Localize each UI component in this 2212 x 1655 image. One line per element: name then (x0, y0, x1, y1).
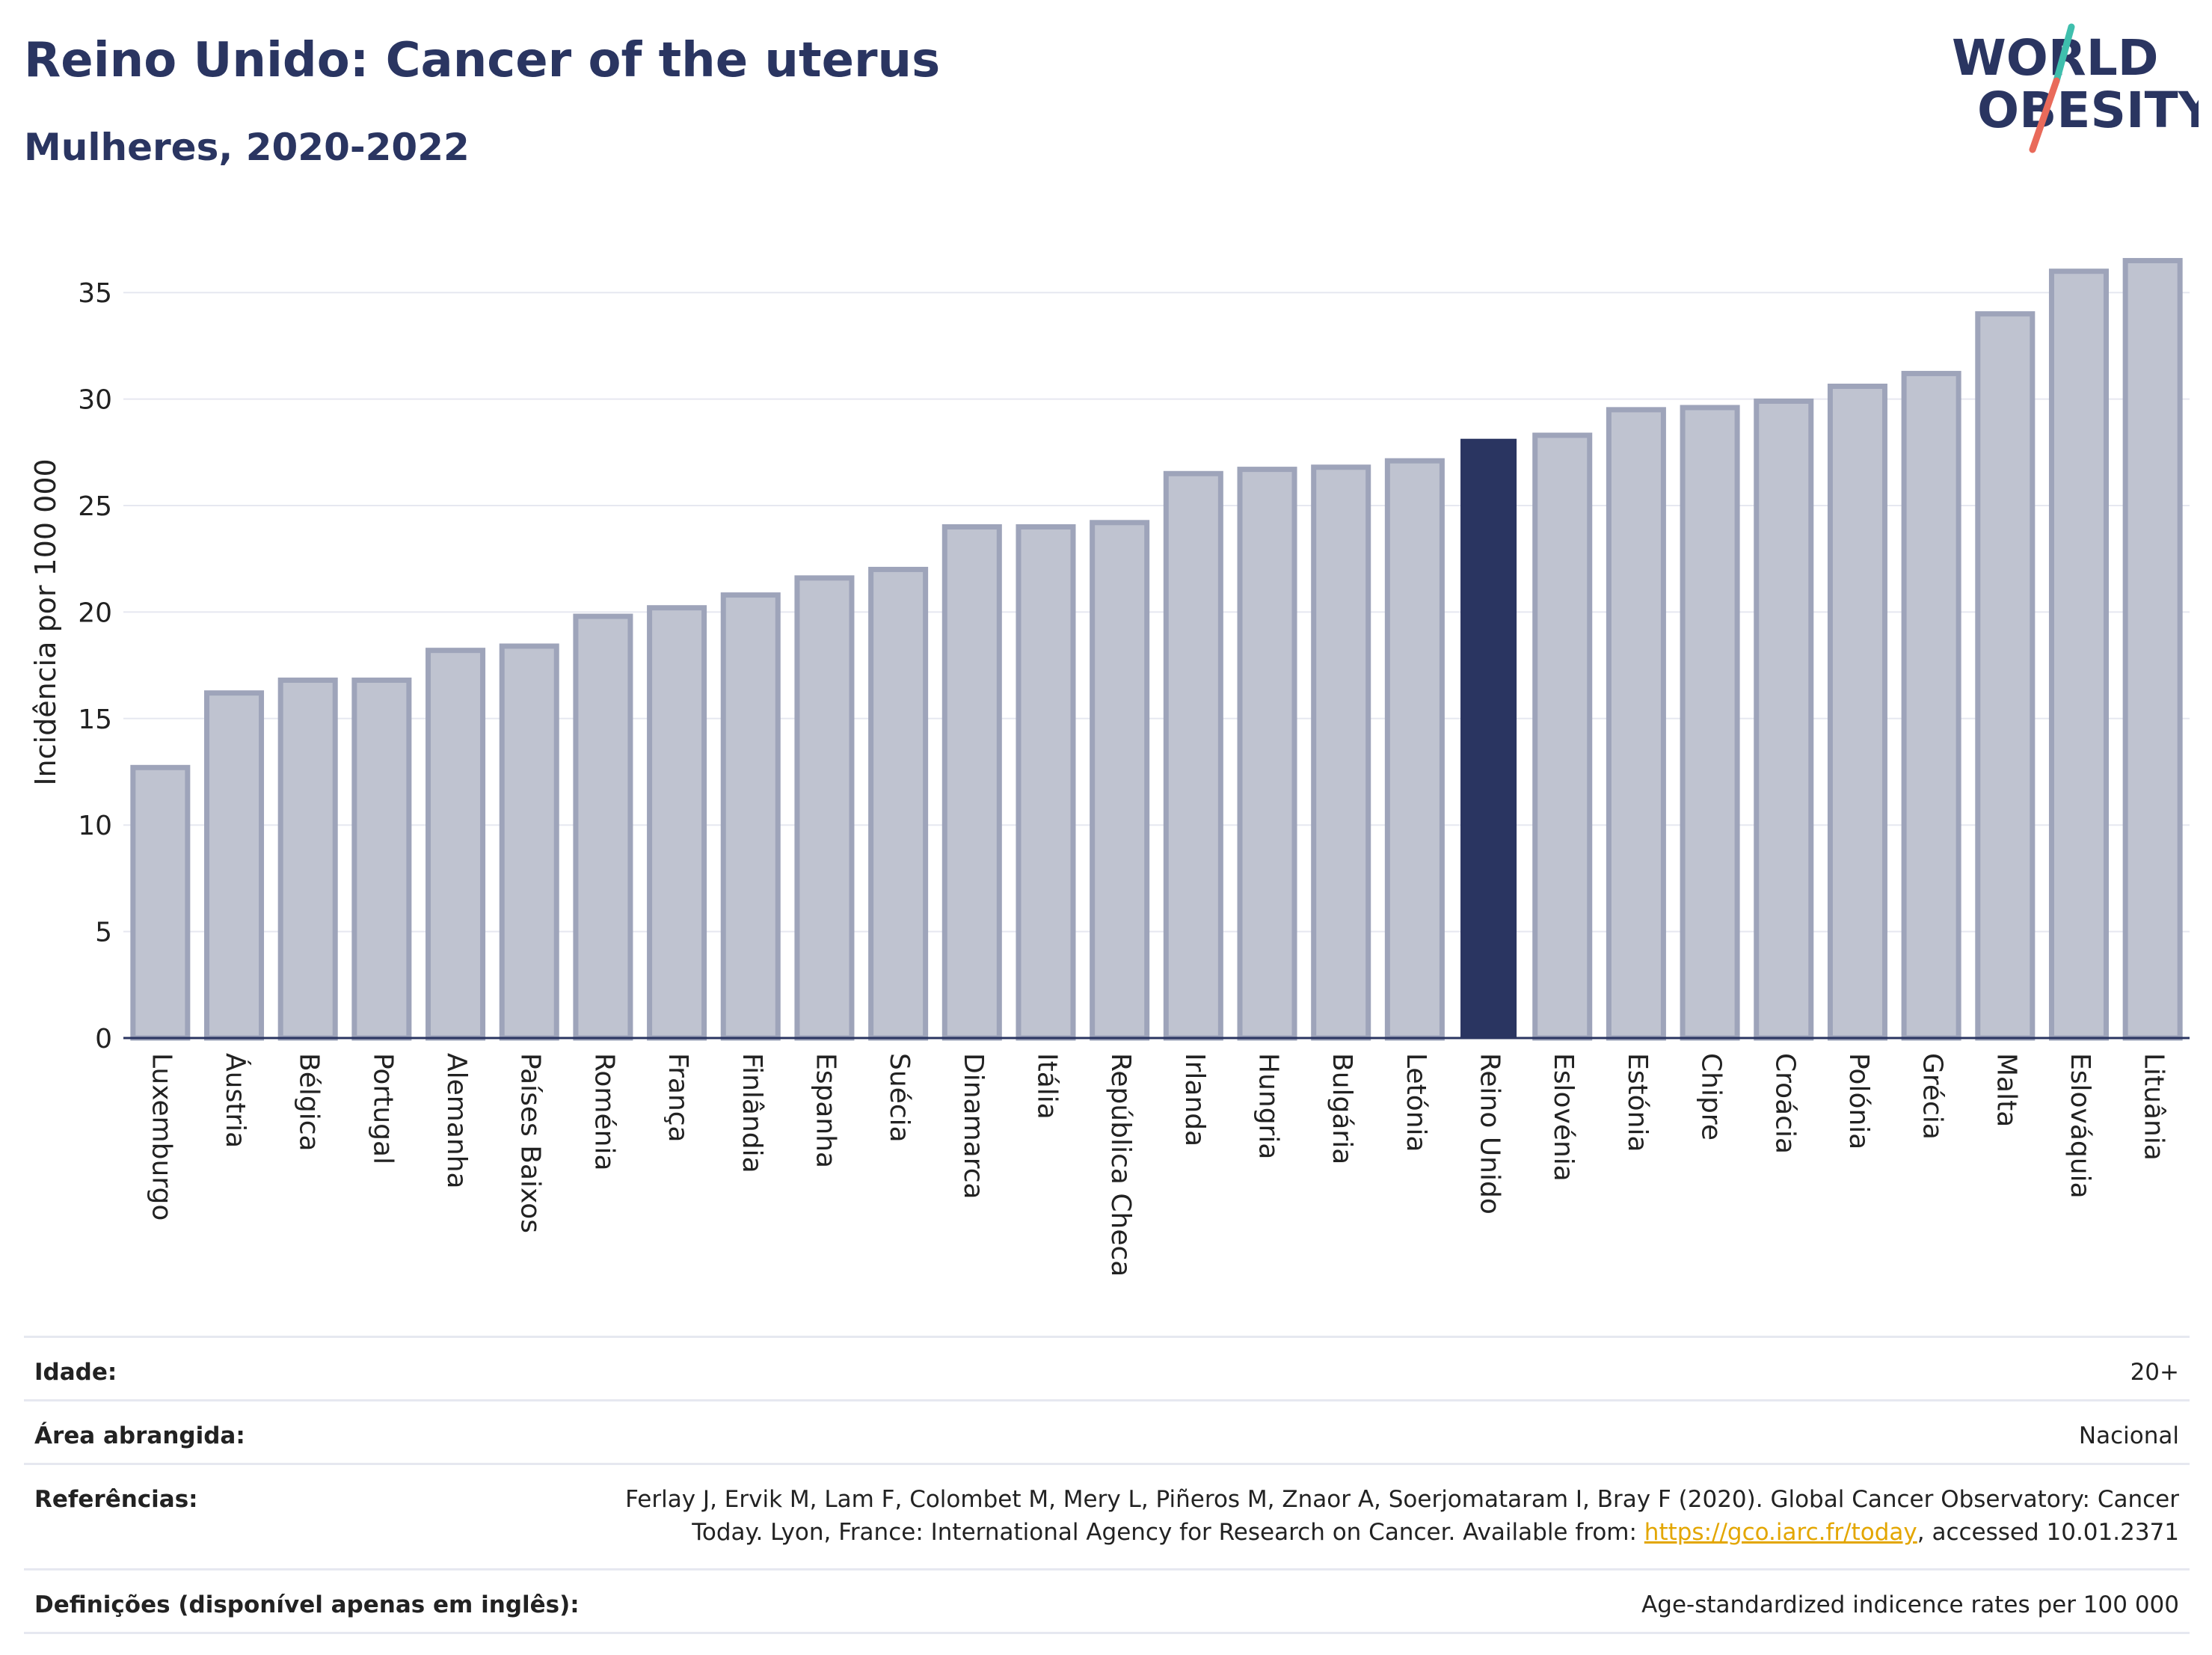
bar (351, 678, 412, 1041)
x-tick-label: Finlândia (737, 1053, 767, 1173)
bar (204, 690, 265, 1041)
x-tick-label: Itália (1031, 1053, 1062, 1120)
bar (1237, 467, 1297, 1041)
bar (647, 605, 707, 1041)
bar (1827, 384, 1887, 1041)
x-tick-label: Espanha (810, 1053, 841, 1168)
x-tick-label: Luxemburgo (146, 1053, 176, 1220)
reference-link[interactable]: https://gco.iarc.fr/today (1644, 1519, 1917, 1546)
bar (720, 592, 781, 1041)
bar (1532, 432, 1593, 1041)
x-tick-label: Suécia (884, 1053, 915, 1143)
bar (1163, 470, 1223, 1041)
bar (425, 648, 486, 1041)
x-tick-label: Lituânia (2139, 1053, 2169, 1161)
logo-slash-bottom (2029, 77, 2060, 153)
meta-row-age: Idade: 20+ (24, 1336, 2190, 1399)
y-tick-label: 10 (78, 811, 112, 841)
bar (2048, 268, 2109, 1041)
y-tick-label: 25 (78, 491, 112, 522)
chart-subtitle: Mulheres, 2020-2022 (24, 126, 470, 169)
x-tick-label: Chipre (1696, 1053, 1727, 1140)
x-tick-label: Hungria (1253, 1053, 1284, 1159)
area-label: Área abrangida: (34, 1422, 245, 1449)
bar (1311, 464, 1371, 1041)
y-tick-label: 30 (78, 385, 112, 416)
reference-line-2: Today. Lyon, France: International Agenc… (609, 1516, 2179, 1549)
area-value: Nacional (2078, 1422, 2179, 1449)
x-tick-label: Áustria (220, 1053, 251, 1148)
x-tick-label: Irlanda (1179, 1053, 1210, 1146)
bar (794, 575, 855, 1041)
meta-row-area: Área abrangida: Nacional (24, 1399, 2190, 1463)
bar-chart: 0 5 10 15 20 25 30 35 Luxemburgo Áustria Bélgica Po… (29, 257, 2190, 1277)
metadata-table: Idade: 20+ Área abrangida: Nacional Refe… (24, 1336, 2190, 1634)
y-tick-label: 5 (95, 918, 112, 948)
reference-line-1: Ferlay J, Ervik M, Lam F, Colombet M, Me… (625, 1486, 2179, 1513)
y-tick-label: 20 (78, 598, 112, 628)
x-tick-label: Croácia (1769, 1053, 1800, 1154)
references-label: Referências: (34, 1486, 198, 1513)
x-tick-label: República Checa (1105, 1053, 1136, 1277)
x-tick-label: Reino Unido (1475, 1053, 1505, 1215)
bar (1680, 405, 1740, 1041)
y-tick-label: 0 (95, 1024, 112, 1054)
bar (499, 643, 559, 1041)
x-tick-label: França (663, 1053, 693, 1143)
age-value: 20+ (2130, 1359, 2179, 1386)
x-tick-label: Estónia (1622, 1053, 1653, 1152)
y-tick-label: 35 (78, 278, 112, 309)
x-tick-label: Roménia (589, 1053, 619, 1171)
bar (1090, 520, 1150, 1041)
world-obesity-logo: WORLD OBESITY (1952, 23, 2199, 153)
bar (130, 764, 191, 1041)
reference-accessed-text: , accessed 10.01.2371 (1917, 1519, 2179, 1546)
x-tick-label: Grécia (1917, 1053, 1948, 1140)
x-tick-label: Eslováquia (2065, 1053, 2095, 1199)
definitions-label: Definições (disponível apenas em inglês)… (34, 1591, 580, 1618)
axes: 0 5 10 15 20 25 30 35 Luxemburgo Áustria Bélgica Po… (78, 278, 2190, 1277)
x-tick-label: Polónia (1843, 1053, 1874, 1149)
bar (941, 523, 1002, 1041)
logo-slash-top (2053, 23, 2075, 85)
x-tick-label: Eslovénia (1548, 1053, 1579, 1182)
age-label: Idade: (34, 1359, 117, 1386)
y-axis-label: Incidência por 100 000 (29, 458, 62, 785)
bar (1384, 458, 1445, 1041)
bar (2122, 257, 2183, 1041)
bar (573, 613, 633, 1041)
y-tick-label: 15 (78, 704, 112, 735)
bar (1606, 407, 1666, 1041)
references-value: Ferlay J, Ervik M, Lam F, Colombet M, Me… (609, 1483, 2179, 1549)
x-tick-label: Letónia (1401, 1053, 1431, 1152)
meta-row-definitions: Definições (disponível apenas em inglês)… (24, 1568, 2190, 1634)
x-tick-label: Países Baixos (515, 1053, 546, 1233)
bar (1016, 523, 1076, 1041)
x-tick-label: Dinamarca (958, 1053, 989, 1200)
bar (277, 678, 338, 1041)
bar (1754, 398, 1814, 1041)
logo-word-obesity: OBESITY (1977, 82, 2199, 139)
definitions-value: Age-standardized indicence rates per 100… (1641, 1591, 2179, 1618)
bar-highlight (1460, 438, 1517, 1039)
bar (868, 566, 929, 1041)
meta-row-references: Referências: Ferlay J, Ervik M, Lam F, C… (24, 1463, 2190, 1568)
x-tick-label: Bélgica (294, 1053, 325, 1152)
chart-title: Reino Unido: Cancer of the uterus (24, 33, 941, 88)
x-tick-label: Bulgária (1327, 1053, 1357, 1164)
x-tick-label: Portugal (367, 1053, 398, 1164)
x-tick-label: Malta (1991, 1053, 2021, 1127)
reference-line-2-text: Today. Lyon, France: International Agenc… (692, 1519, 1644, 1546)
bar (1901, 370, 1961, 1041)
bars (130, 257, 2183, 1041)
x-tick-label: Alemanha (441, 1053, 472, 1189)
bar (1975, 311, 2036, 1041)
